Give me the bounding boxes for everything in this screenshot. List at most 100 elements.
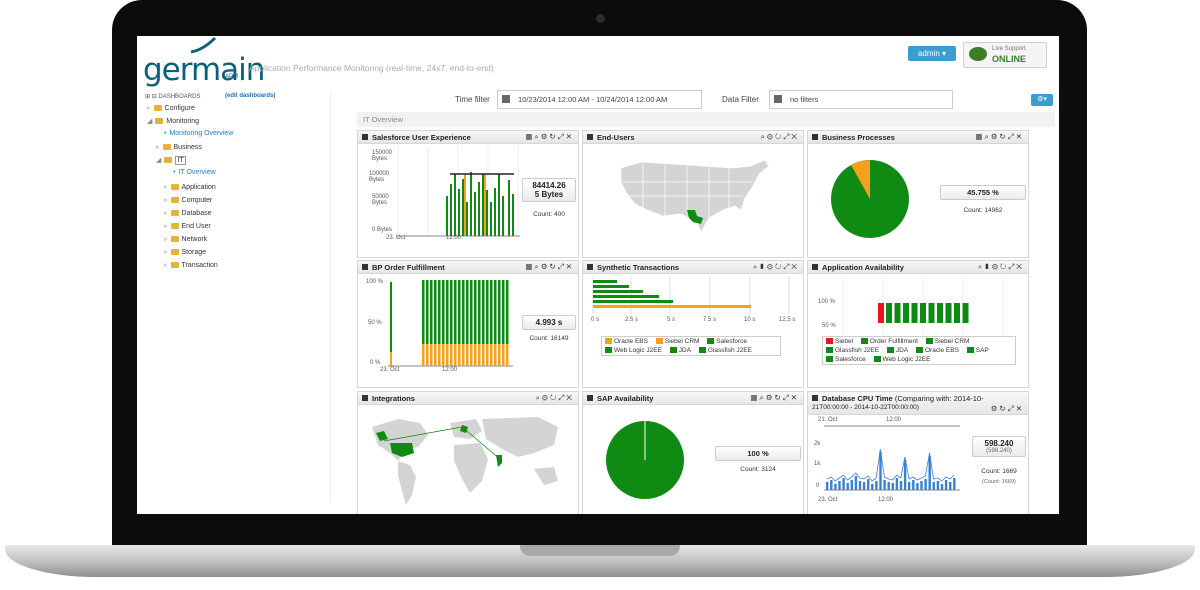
legend-item[interactable]: Glassfish J2EE <box>826 347 879 354</box>
sidebar-item-monitoring-overview[interactable]: • Monitoring Overview <box>164 130 234 137</box>
chart-bar <box>908 482 911 490</box>
panel-header: Salesforce User Experience ▦⌕⚙↻⤢✕ <box>358 131 578 144</box>
chart-bar <box>842 478 845 490</box>
panel-tools-icon[interactable]: ⚙↻⤢✕ <box>990 404 1024 413</box>
sidebar-item-end-user[interactable]: ▹ End User <box>164 223 211 230</box>
panel-icon <box>587 264 593 270</box>
sidebar-item-storage[interactable]: ▹ Storage <box>164 249 207 256</box>
folder-icon <box>162 144 171 151</box>
settings-button[interactable]: ⚙▾ <box>1031 94 1053 106</box>
data-filter-value: no filters <box>790 95 819 104</box>
panel-integrations: Integrations ⌕⚙↻⤢✕ <box>357 391 579 514</box>
live-support-button[interactable]: Live Support ONLINE <box>963 42 1047 68</box>
sidebar-item-database[interactable]: ▹ Database <box>164 210 212 217</box>
chart-bar <box>924 479 927 490</box>
legend-item[interactable]: Web Logic J2EE <box>605 347 662 354</box>
chart-bar <box>899 481 903 490</box>
time-filter-input[interactable]: 10/23/2014 12:00 AM - 10/24/2014 12:00 A… <box>497 90 702 109</box>
panel-tools-icon[interactable]: ▦⌕⚙↻⤢✕ <box>975 132 1024 141</box>
folder-icon <box>170 184 179 191</box>
logo-swoosh-icon <box>190 36 217 54</box>
salesforce-value: 84414.26 5 Bytes <box>522 178 576 202</box>
chart-bar <box>446 280 449 344</box>
panel-sap-availability: SAP Availability ▦⌕⚙↻⤢✕ 100 % Count: 3124 <box>582 391 804 514</box>
panel-application-availability: Application Availability ⌕▮⚙↻⤢✕ 100 % 50 … <box>807 260 1029 388</box>
legend-item[interactable]: Siebel CRM <box>925 338 969 345</box>
edit-dashboards-link[interactable]: (edit dashboards) <box>225 93 276 99</box>
sidebar-item-business[interactable]: ▹ Business <box>156 144 202 151</box>
legend-item[interactable]: Salesforce <box>707 338 747 345</box>
panel-header: Application Availability ⌕▮⚙↻⤢✕ <box>808 261 1028 274</box>
chart-bar <box>442 280 445 344</box>
logo[interactable]: germain <box>143 52 265 88</box>
db-cpu-value-text: 598.240 <box>984 439 1014 448</box>
chart-bar <box>850 480 853 490</box>
chart-bar <box>494 344 497 366</box>
y-tick: 100 % <box>366 279 384 285</box>
chart-bar <box>462 280 465 344</box>
chart-bar <box>883 480 886 490</box>
x-tick: 12.5 s <box>779 317 796 323</box>
legend-item[interactable]: Oracle EBS <box>605 338 648 345</box>
admin-menu-button[interactable]: admin ▾ <box>908 46 956 61</box>
panel-tools-icon[interactable]: ⌕▮⚙↻⤢✕ <box>752 262 799 271</box>
chart-bar <box>830 480 833 490</box>
x-tick: 5 s <box>667 317 676 323</box>
panel-salesforce: Salesforce User Experience ▦⌕⚙↻⤢✕ 150000 B… <box>357 130 579 258</box>
y-tick: 0 % <box>370 360 381 366</box>
legend-item[interactable]: Oracle EBS <box>915 347 959 354</box>
panel-header: Database CPU Time (Comparing with: 2014-… <box>808 392 1028 415</box>
x-tick: 7.5 s <box>703 317 717 323</box>
x-tick: 2.5 s <box>625 317 639 323</box>
chart-bar <box>875 481 878 490</box>
legend-item[interactable]: JDA <box>669 347 691 354</box>
sidebar-item-configure[interactable]: ▹ Configure <box>147 105 195 112</box>
panel-header: Integrations ⌕⚙↻⤢✕ <box>358 392 578 405</box>
panel-icon <box>362 395 368 401</box>
x-tick: 0 s <box>591 317 600 323</box>
sidebar-item-it[interactable]: ◢ IT <box>156 156 186 165</box>
legend-item[interactable]: Glassfish J2EE <box>698 347 752 354</box>
synthetic-bar-chart <box>592 276 790 314</box>
panel-tools-icon[interactable]: ⌕⚙↻⤢✕ <box>760 132 799 141</box>
sidebar-item-monitoring[interactable]: ◢ Monitoring <box>147 118 200 125</box>
chart-bar <box>886 303 892 323</box>
panel-tools-icon[interactable]: ⌕▮⚙↻⤢✕ <box>977 262 1024 271</box>
dashboards-header: ⊞ ⊟ DASHBOARDS <box>145 94 201 100</box>
legend-item[interactable]: Salesforce <box>826 356 866 363</box>
panel-synthetic-transactions: Synthetic Transactions ⌕▮⚙↻⤢✕ 0 s 2.5 s 5… <box>582 260 804 388</box>
chart-bar <box>478 280 481 344</box>
availability-bar-chart <box>842 276 1004 334</box>
x-tick: 23. Oct <box>386 235 406 241</box>
time-filter-value: 10/23/2014 12:00 AM - 10/24/2014 12:00 A… <box>518 95 668 104</box>
legend-item[interactable]: Siebel <box>826 338 853 345</box>
time-filter-label: Time filter <box>455 95 490 104</box>
panel-icon <box>362 264 368 270</box>
panel-tools-icon[interactable]: ▦⌕⚙↻⤢✕ <box>525 262 574 271</box>
legend-item[interactable]: Web Logic J2EE <box>873 356 930 363</box>
legend-item[interactable]: Siebel CRM <box>655 338 699 345</box>
chart-bar <box>422 280 425 344</box>
chart-bar <box>826 482 829 490</box>
chart-bar <box>834 484 837 490</box>
sidebar-item-application[interactable]: ▹ Application <box>164 184 216 191</box>
data-filter-input[interactable]: no filters <box>769 90 953 109</box>
chart-bar <box>498 344 501 366</box>
sidebar-item-it-overview[interactable]: • IT Overview <box>173 169 216 176</box>
legend-item[interactable]: JDA <box>886 347 908 354</box>
panel-tools-icon[interactable]: ⌕⚙↻⤢✕ <box>535 393 574 402</box>
sidebar-item-transaction[interactable]: ▹ Transaction <box>164 262 218 269</box>
sidebar-item-network[interactable]: ▹ Network <box>164 236 208 243</box>
sidebar-item-computer[interactable]: ▹ Computer <box>164 197 213 204</box>
legend-item[interactable]: SAP <box>966 347 989 354</box>
legend-item[interactable]: Order Fulfillment <box>860 338 918 345</box>
chart-bar <box>871 484 874 490</box>
panel-tools-icon[interactable]: ▦⌕⚙↻⤢✕ <box>750 393 799 402</box>
panel-tools-icon[interactable]: ▦⌕⚙↻⤢✕ <box>525 132 574 141</box>
chart-bar <box>895 478 899 490</box>
chart-bar <box>894 303 901 323</box>
sap-pie-chart <box>606 421 684 499</box>
folder-icon <box>170 197 179 204</box>
chart-bar <box>903 460 907 490</box>
chart-bar <box>442 344 445 366</box>
